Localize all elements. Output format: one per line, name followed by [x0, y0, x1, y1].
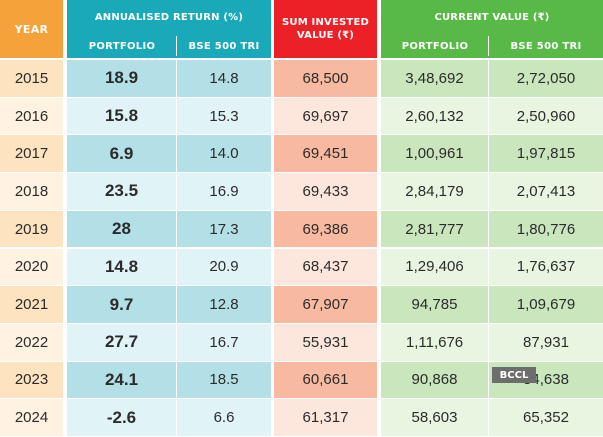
return-bse500-cell: 16.9	[177, 173, 271, 211]
value-bse500-cell: 1,80,776	[489, 210, 603, 249]
return-bse500-cell: 12.8	[177, 286, 271, 324]
year-cell: 2019	[0, 210, 63, 249]
return-portfolio-cell: -2.6	[67, 399, 177, 437]
header-sum-invested-line2: VALUE (₹)	[296, 30, 355, 41]
year-cell: 2016	[0, 97, 63, 136]
header-value-portfolio: PORTFOLIO	[381, 34, 489, 58]
value-portfolio-cell: 3,48,692	[381, 60, 489, 98]
return-portfolio-cell: 15.8	[67, 97, 177, 136]
return-bse500-cell: 14.8	[177, 60, 271, 98]
sum-invested-cell: 60,661	[274, 361, 377, 400]
sum-invested-cell: 55,931	[274, 323, 377, 362]
year-cell: 2023	[0, 361, 63, 400]
year-cell: 2020	[0, 248, 63, 287]
header-annualised-return: ANNUALISED RETURN (%)	[67, 0, 271, 34]
return-bse500-cell: 15.3	[177, 97, 271, 136]
return-portfolio-cell: 18.9	[67, 60, 177, 98]
header-value-bse500: BSE 500 TRI	[489, 34, 603, 58]
return-portfolio-cell: 28	[67, 210, 177, 249]
value-bse500-cell: 1,09,679	[489, 286, 603, 324]
header-current-value: CURRENT VALUE (₹)	[381, 0, 603, 34]
value-portfolio-cell: 90,868	[381, 361, 489, 400]
year-cell: 2017	[0, 135, 63, 174]
return-portfolio-cell: 24.1	[67, 361, 177, 400]
value-bse500-cell: 2,07,413	[489, 173, 603, 211]
year-cell: 2024	[0, 399, 63, 437]
return-bse500-cell: 6.6	[177, 399, 271, 437]
year-cell: 2018	[0, 173, 63, 211]
sum-invested-cell: 61,317	[274, 399, 377, 437]
header-return-portfolio: PORTFOLIO	[67, 34, 177, 58]
return-bse500-cell: 14.0	[177, 135, 271, 174]
value-portfolio-cell: 94,785	[381, 286, 489, 324]
value-portfolio-cell: 1,29,406	[381, 248, 489, 287]
return-portfolio-cell: 9.7	[67, 286, 177, 324]
value-portfolio-cell: 58,603	[381, 399, 489, 437]
value-bse500-cell: 2,50,960	[489, 97, 603, 136]
value-bse500-cell: 1,97,815	[489, 135, 603, 174]
value-bse500-cell: 87,931	[489, 323, 603, 362]
bccl-watermark: BCCL	[492, 367, 536, 383]
value-bse500-cell: 2,72,050	[489, 60, 603, 98]
value-bse500-cell: 1,76,637	[489, 248, 603, 287]
sum-invested-cell: 69,451	[274, 135, 377, 174]
value-portfolio-cell: 1,00,961	[381, 135, 489, 174]
header-sum-invested: SUM INVESTED VALUE (₹)	[274, 0, 377, 58]
value-portfolio-cell: 2,81,777	[381, 210, 489, 249]
sum-invested-cell: 68,437	[274, 248, 377, 287]
sum-invested-cell: 67,907	[274, 286, 377, 324]
return-bse500-cell: 20.9	[177, 248, 271, 287]
return-portfolio-cell: 27.7	[67, 323, 177, 362]
return-bse500-cell: 16.7	[177, 323, 271, 362]
header-divider	[176, 36, 177, 56]
year-cell: 2022	[0, 323, 63, 362]
return-portfolio-cell: 14.8	[67, 248, 177, 287]
sum-invested-cell: 68,500	[274, 60, 377, 98]
return-bse500-cell: 18.5	[177, 361, 271, 400]
value-bse500-cell: 65,352	[489, 399, 603, 437]
sum-invested-cell: 69,697	[274, 97, 377, 136]
header-divider	[488, 36, 489, 56]
value-portfolio-cell: 1,11,676	[381, 323, 489, 362]
sum-invested-cell: 69,386	[274, 210, 377, 249]
return-bse500-cell: 17.3	[177, 210, 271, 249]
header-return-bse500: BSE 500 TRI	[177, 34, 271, 58]
value-portfolio-cell: 2,84,179	[381, 173, 489, 211]
sum-invested-cell: 69,433	[274, 173, 377, 211]
value-portfolio-cell: 2,60,132	[381, 97, 489, 136]
year-cell: 2015	[0, 60, 63, 98]
header-sum-invested-line1: SUM INVESTED	[282, 17, 369, 28]
return-portfolio-cell: 6.9	[67, 135, 177, 174]
header-year: YEAR	[0, 0, 63, 58]
return-portfolio-cell: 23.5	[67, 173, 177, 211]
year-cell: 2021	[0, 286, 63, 324]
